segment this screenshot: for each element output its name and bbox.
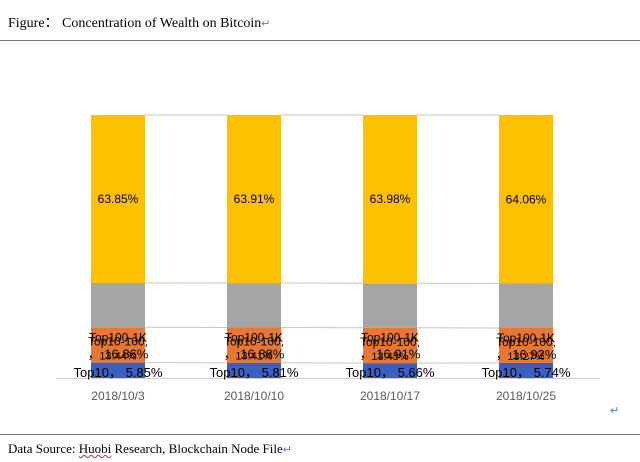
figure-title: Figure： Concentration of Wealth on Bitco… [8, 16, 271, 31]
x-tick-label: 2018/10/17 [360, 389, 420, 403]
bar-segment-top10-100 [227, 327, 281, 363]
data-source-note: Data Source: Huobi Research, Blockchain … [8, 441, 292, 457]
data-label-top100-1k: Top100-1K [89, 330, 147, 344]
source-rest: Research, Blockchain Node File [111, 441, 283, 456]
data-label-top10-100: Top10-100, [360, 335, 420, 349]
data-label-top100-1k: ， 16.86% [88, 346, 149, 361]
x-tick-label: 2018/10/25 [496, 389, 556, 403]
bar-segment-top10-100 [91, 327, 145, 363]
bottom-rule [0, 434, 640, 435]
bar-segment-rest [499, 115, 553, 284]
bar-segment-top100-1k [91, 282, 145, 328]
data-label-top10-100: Top10-100, [496, 335, 556, 349]
data-label-top100-1k: ， 16.92% [496, 347, 557, 362]
data-label-top10: Top10， 5.66% [346, 365, 435, 380]
bar-segment-top100-1k [363, 283, 417, 328]
data-label-top10-100: Top10-100, [224, 335, 284, 349]
data-label-top10: Top10， 5.85% [74, 365, 163, 380]
data-label-top10-100: 13.41% [235, 351, 273, 363]
bar-segment-rest [91, 115, 145, 283]
bar-segment-top100-1k [499, 283, 553, 329]
data-label-top10-100: Top10-100, [88, 335, 148, 349]
stacked-bar-chart: 2018/10/3 2018/10/10 2018/10/17 2018/10/25 6… [56, 114, 600, 403]
data-label-top10: Top10， 5.74% [482, 365, 571, 380]
bar-segment-top10 [499, 362, 553, 378]
bar-segment-rest [363, 115, 417, 284]
bar-segment-top10 [363, 363, 417, 378]
data-label-rest: 64.06% [506, 192, 547, 206]
data-label-top10-100: 13.27% [507, 351, 545, 363]
bar-segment-top10 [91, 362, 145, 378]
data-label-top100-1k: Top100-1K [497, 331, 555, 345]
paragraph-mark-icon: ↵ [261, 18, 271, 30]
bar-segment-top10-100 [499, 328, 553, 363]
bar-segment-top100-1k [227, 283, 281, 328]
bar-segment-top10-100 [363, 327, 417, 364]
data-label-rest: 63.98% [370, 192, 411, 206]
data-label-top10: Top10， 5.81% [210, 365, 299, 380]
bar-segment-top10 [227, 362, 281, 378]
figure-header: Figure： Concentration of Wealth on Bitco… [0, 0, 640, 40]
source-prefix: Data Source: [8, 441, 79, 456]
top-rule [0, 40, 640, 41]
x-tick-label: 2018/10/10 [224, 389, 284, 403]
x-tick-label: 2018/10/3 [91, 389, 145, 403]
data-label-top100-1k: ， 16.88% [224, 346, 285, 361]
data-label-rest: 63.85% [98, 192, 139, 206]
source-huobi: Huobi [78, 441, 112, 456]
data-label-top100-1k: Top100-1K [225, 330, 283, 344]
data-label-top10-100: 13.45% [371, 351, 409, 363]
bar-segment-rest [227, 114, 281, 284]
paragraph-mark-icon: ↵ [282, 444, 292, 456]
data-label-rest: 63.91% [234, 192, 275, 206]
paragraph-mark-icon: ↵ [610, 405, 620, 417]
data-label-top100-1k: ， 16.91% [360, 347, 421, 362]
data-label-top100-1k: Top100-1K [361, 331, 419, 345]
data-label-top10-100: 13.44% [99, 351, 137, 363]
